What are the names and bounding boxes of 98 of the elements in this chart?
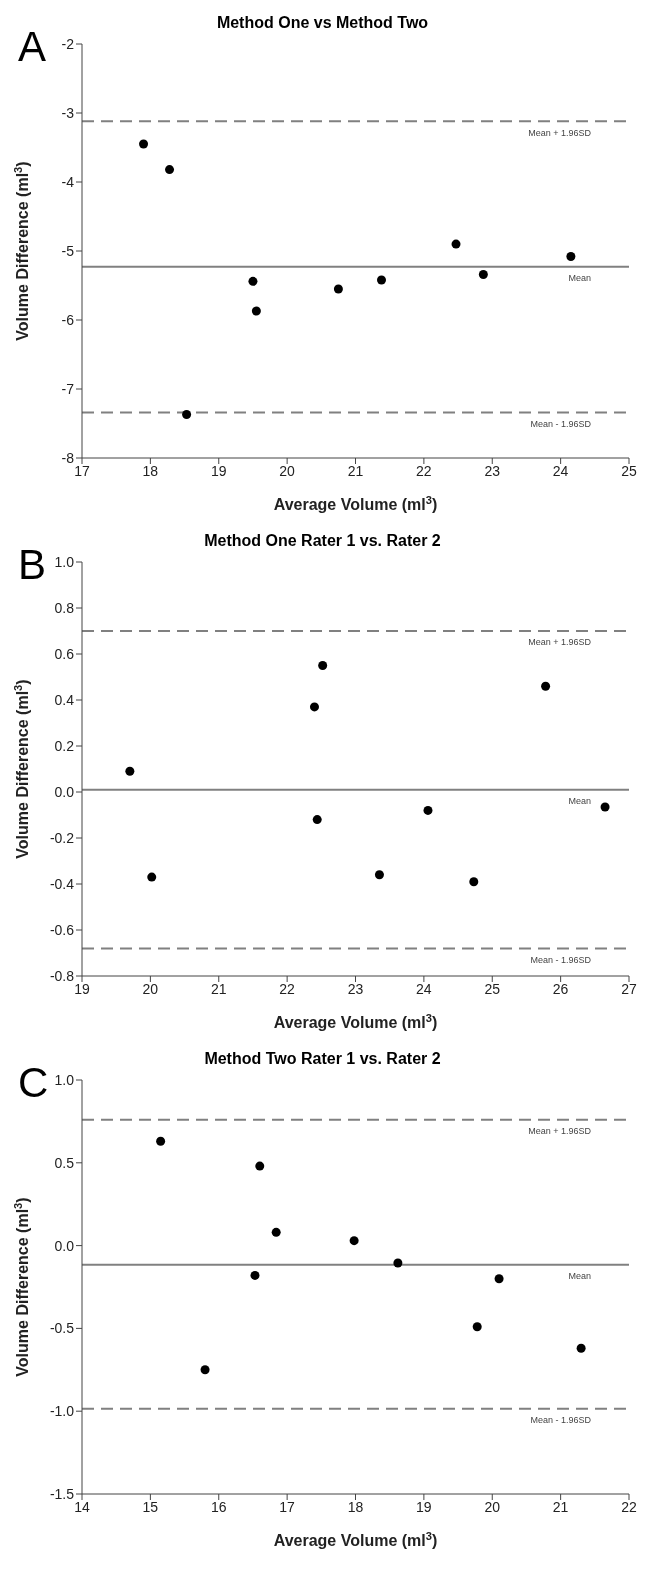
x-tick-label: 19 bbox=[74, 980, 90, 997]
point bbox=[271, 1227, 281, 1237]
x-tick-label: 15 bbox=[142, 1498, 159, 1515]
x-tick-label: 17 bbox=[279, 1498, 296, 1515]
point bbox=[200, 1365, 210, 1375]
point bbox=[333, 284, 343, 294]
ref-line-label: Mean bbox=[568, 273, 591, 284]
y-tick-label: -0.5 bbox=[49, 1320, 75, 1337]
x-tick-label: 26 bbox=[552, 980, 569, 997]
point bbox=[182, 410, 192, 420]
x-tick-label: 23 bbox=[347, 980, 364, 997]
x-tick-label: 19 bbox=[416, 1498, 432, 1515]
ref-line-label: Mean bbox=[568, 796, 591, 807]
x-tick-label: 20 bbox=[484, 1498, 501, 1515]
y-tick-label: -4 bbox=[61, 173, 75, 190]
x-tick-label: 25 bbox=[484, 980, 501, 997]
y-tick-label: 0.2 bbox=[54, 737, 75, 754]
y-tick-label: -8 bbox=[61, 449, 75, 466]
y-tick-label: -0.6 bbox=[49, 921, 75, 938]
x-tick-label: 22 bbox=[621, 1498, 637, 1515]
y-tick-label: 1.0 bbox=[54, 553, 75, 570]
point bbox=[541, 681, 551, 691]
y-tick-label: 1.0 bbox=[54, 1071, 75, 1088]
point bbox=[156, 1136, 166, 1146]
x-tick-label: 24 bbox=[416, 980, 432, 997]
x-axis-title: Average Volume (ml$^{3}$) bbox=[273, 1530, 438, 1549]
ref-line-label: Mean + 1.96SD bbox=[528, 1126, 592, 1137]
point bbox=[349, 1236, 359, 1246]
point bbox=[376, 275, 386, 285]
x-tick-label: 25 bbox=[621, 462, 637, 479]
point bbox=[576, 1343, 586, 1353]
x-tick-label: 24 bbox=[552, 462, 569, 479]
y-tick-label: -2 bbox=[61, 35, 75, 52]
point bbox=[309, 702, 319, 712]
ref-line-label: Mean + 1.96SD bbox=[528, 127, 592, 138]
y-tick-label: -6 bbox=[61, 311, 75, 328]
y-tick-label: 0.8 bbox=[54, 599, 75, 616]
x-axis-title: Average Volume (ml$^{3}$) bbox=[273, 1012, 438, 1031]
point bbox=[478, 269, 488, 279]
point bbox=[165, 165, 175, 175]
point bbox=[139, 139, 149, 149]
y-tick-label: -0.4 bbox=[49, 875, 75, 892]
x-tick-label: 27 bbox=[621, 980, 637, 997]
chart-title: Method One Rater 1 vs. Rater 2 bbox=[204, 532, 441, 549]
point bbox=[374, 870, 384, 880]
ref-line-label: Mean - 1.96SD bbox=[530, 954, 592, 965]
point bbox=[472, 1322, 482, 1332]
y-tick-label: -1.0 bbox=[49, 1403, 75, 1420]
point bbox=[423, 805, 433, 815]
x-tick-label: 21 bbox=[552, 1498, 569, 1515]
ref-line-label: Mean - 1.96SD bbox=[530, 1415, 592, 1426]
y-tick-label: 0.5 bbox=[54, 1154, 75, 1171]
point bbox=[147, 872, 157, 882]
x-tick-label: 20 bbox=[142, 980, 159, 997]
ref-line-label: Mean + 1.96SD bbox=[528, 637, 592, 648]
point bbox=[318, 661, 328, 670]
y-tick-label: 0.6 bbox=[54, 645, 75, 662]
point bbox=[494, 1274, 504, 1284]
y-tick-label: -7 bbox=[61, 380, 75, 397]
text: A bbox=[18, 23, 47, 70]
text: B bbox=[18, 541, 47, 588]
y-tick-label: -1.5 bbox=[49, 1485, 75, 1502]
y-tick-label: -3 bbox=[61, 104, 75, 121]
x-tick-label: 16 bbox=[210, 1498, 227, 1515]
x-tick-label: 21 bbox=[347, 462, 364, 479]
x-tick-label: 19 bbox=[210, 462, 227, 479]
y-tick-label: 0.0 bbox=[54, 783, 75, 800]
x-tick-label: 18 bbox=[347, 1498, 364, 1515]
x-tick-label: 20 bbox=[279, 462, 296, 479]
point bbox=[248, 276, 258, 286]
point bbox=[125, 766, 135, 776]
point bbox=[255, 1161, 265, 1171]
chart-title: Method One vs Method Two bbox=[216, 14, 429, 31]
x-tick-label: 23 bbox=[484, 462, 501, 479]
chart-title: Method Two Rater 1 vs. Rater 2 bbox=[204, 1050, 441, 1067]
x-tick-label: 22 bbox=[416, 462, 432, 479]
x-tick-label: 18 bbox=[142, 462, 159, 479]
y-tick-label: -5 bbox=[61, 242, 75, 259]
x-axis-title: Average Volume (ml$^{3}$) bbox=[273, 494, 438, 513]
x-tick-label: 14 bbox=[74, 1498, 90, 1515]
x-tick-label: 17 bbox=[74, 462, 90, 479]
ref-line-label: Mean - 1.96SD bbox=[530, 418, 592, 429]
point bbox=[451, 239, 461, 249]
point bbox=[250, 1270, 260, 1280]
y-tick-label: 0.0 bbox=[54, 1237, 75, 1254]
point bbox=[566, 252, 576, 262]
point bbox=[251, 306, 261, 316]
y-tick-label: -0.2 bbox=[49, 829, 75, 846]
text: C bbox=[18, 1059, 49, 1106]
x-tick-label: 22 bbox=[279, 980, 296, 997]
point bbox=[393, 1258, 403, 1268]
point bbox=[600, 802, 610, 812]
x-tick-label: 21 bbox=[210, 980, 227, 997]
point bbox=[312, 815, 322, 825]
y-tick-label: -0.8 bbox=[49, 967, 75, 984]
point bbox=[469, 877, 479, 887]
ref-line-label: Mean bbox=[568, 1271, 591, 1282]
y-tick-label: 0.4 bbox=[54, 691, 75, 708]
